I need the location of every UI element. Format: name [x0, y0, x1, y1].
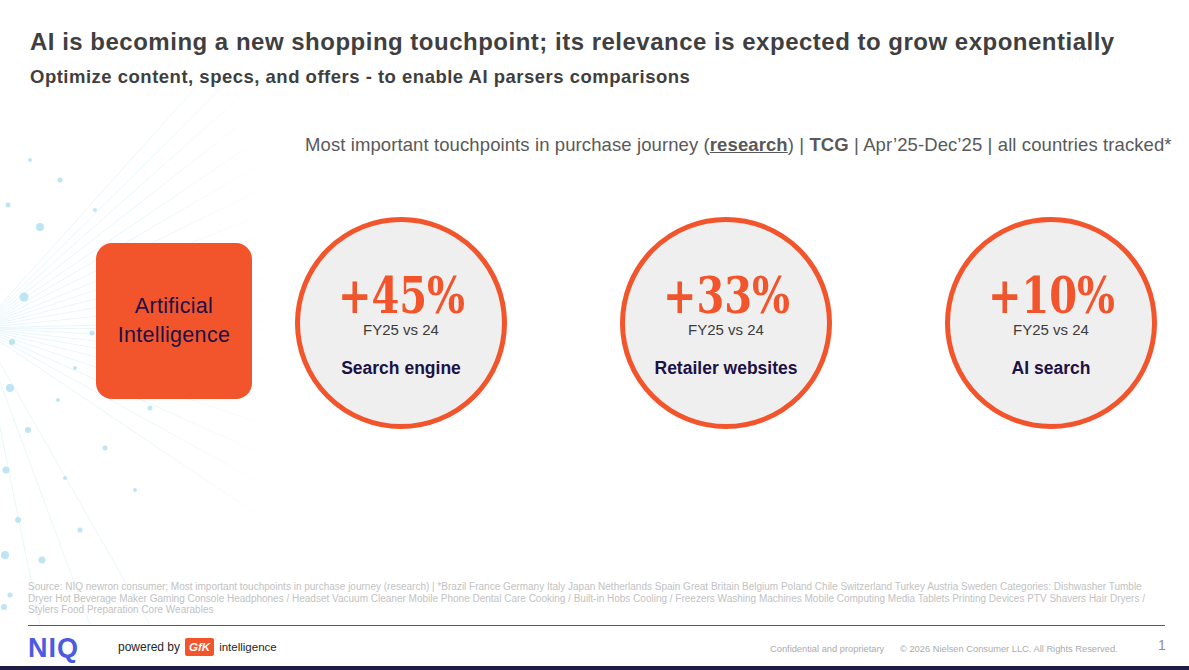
footnote-line: Dryer Hot Beverage Maker Gaming Console …	[28, 593, 1168, 605]
artificial-intelligence-card: Artificial Intelligence	[96, 243, 252, 399]
stat-value: +33%	[662, 271, 789, 321]
slide-title: AI is becoming a new shopping touchpoint…	[30, 28, 1115, 56]
stat-label: Search engine	[341, 358, 461, 379]
heading-mid: ) |	[788, 134, 810, 155]
stat-circle-ai-search: +10% FY25 vs 24 AI search	[945, 217, 1157, 429]
confidential-label: Confidential and proprietary	[770, 644, 884, 654]
gfk-logo: GfK	[185, 638, 214, 656]
ai-label-line1: Artificial	[135, 292, 213, 321]
heading-tcg: TCG	[809, 134, 848, 155]
stat-value: +10%	[987, 271, 1114, 321]
source-footnote: Source: NIQ newron consumer; Most import…	[28, 581, 1168, 616]
powered-by-label: powered by	[118, 640, 180, 654]
slide-subtitle: Optimize content, specs, and offers - to…	[30, 66, 690, 88]
research-link[interactable]: research	[710, 134, 788, 155]
stat-circle-search-engine: +45% FY25 vs 24 Search engine	[295, 217, 507, 429]
stat-value: +45%	[337, 271, 464, 321]
heading-suffix: | Apr’25-Dec’25 | all countries tracked*	[849, 134, 1172, 155]
niq-logo: NIQ	[28, 633, 79, 664]
footer-separator	[28, 625, 1165, 626]
footnote-line: Source: NIQ newron consumer; Most import…	[28, 581, 1168, 593]
stat-circle-retailer-websites: +33% FY25 vs 24 Retailer websites	[620, 217, 832, 429]
intelligence-label: intelligence	[219, 641, 277, 653]
ai-label-line2: Intelligence	[118, 321, 230, 350]
stat-label: AI search	[1012, 358, 1091, 379]
bottom-accent-bar	[0, 666, 1189, 670]
stat-label: Retailer websites	[655, 358, 798, 379]
heading-prefix: Most important touchpoints in purchase j…	[305, 134, 710, 155]
footnote-line: Stylers Food Preparation Core Wearables	[28, 604, 1168, 616]
page-number: 1	[1158, 637, 1166, 653]
copyright-label: © 2026 Nielsen Consumer LLC. All Rights …	[900, 644, 1118, 654]
chart-heading: Most important touchpoints in purchase j…	[305, 134, 1172, 156]
powered-by-gfk: powered by GfK intelligence	[118, 638, 277, 656]
